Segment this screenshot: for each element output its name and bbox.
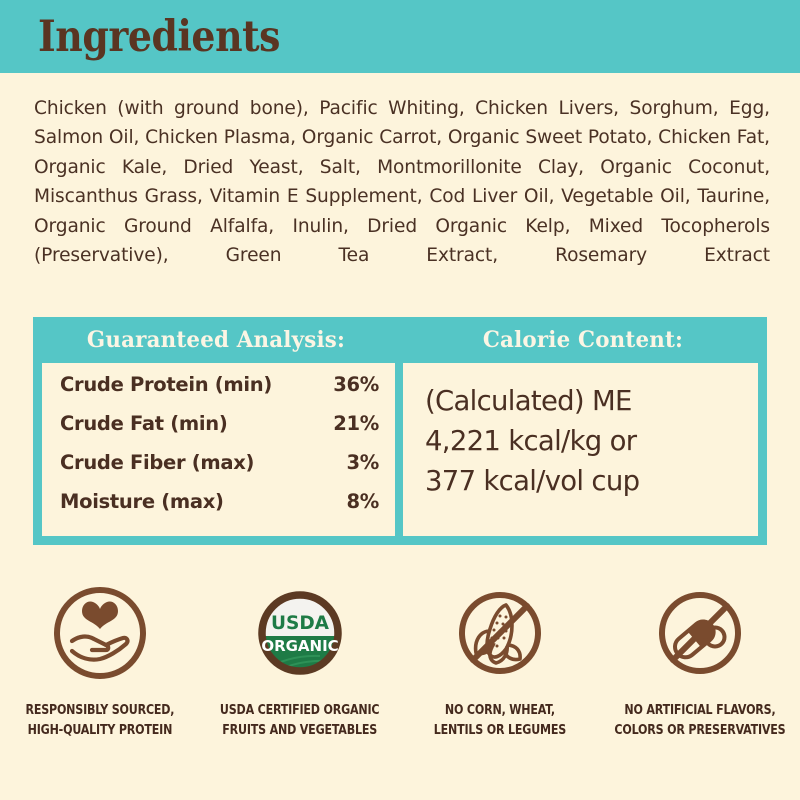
badge-caption: NO CORN, WHEAT, LENTILS OR LEGUMES (433, 701, 567, 741)
ingredients-text: Chicken (with ground bone), Pacific Whit… (34, 98, 770, 267)
seal-text-organic: ORGANIC (261, 637, 338, 655)
badge-caption: RESPONSIBLY SOURCED, HIGH-QUALITY PROTEI… (26, 701, 175, 741)
badge-no-artificial: NO ARTIFICIAL FLAVORS, COLORS OR PRESERV… (600, 583, 800, 741)
analysis-label: Moisture (max) (60, 490, 224, 513)
guaranteed-analysis-panel: Guaranteed Analysis: Crude Protein (min)… (33, 317, 399, 545)
badge-responsibly-sourced: RESPONSIBLY SOURCED, HIGH-QUALITY PROTEI… (0, 583, 200, 741)
table-row: Crude Fat (min) 21% (60, 412, 379, 451)
no-corn-icon (459, 592, 541, 674)
usda-organic-seal-icon: USDA ORGANIC (258, 591, 342, 675)
guaranteed-analysis-heading: Guaranteed Analysis: (86, 327, 346, 353)
analysis-value: 21% (333, 412, 379, 435)
table-row: Crude Protein (min) 36% (60, 373, 379, 412)
badge-caption: USDA CERTIFIED ORGANIC FRUITS AND VEGETA… (220, 701, 380, 741)
analysis-label: Crude Fat (min) (60, 412, 228, 435)
header-band (0, 0, 800, 73)
hand-holding-heart-icon (54, 587, 146, 679)
badge-caption-line: HIGH-QUALITY PROTEIN (27, 723, 173, 738)
no-artificial-additives-icon (659, 592, 741, 674)
badge-caption-line: NO CORN, WHEAT, (445, 703, 555, 718)
analysis-row-list: Crude Protein (min) 36% Crude Fat (min) … (42, 363, 395, 529)
calorie-line: (Calculated) ME (425, 385, 632, 417)
calorie-line-list: (Calculated) ME 4,221 kcal/kg or 377 kca… (403, 363, 758, 501)
table-row: Moisture (max) 8% (60, 490, 379, 529)
calorie-content-panel: Calorie Content: (Calculated) ME 4,221 k… (399, 317, 767, 545)
badge-row: RESPONSIBLY SOURCED, HIGH-QUALITY PROTEI… (0, 583, 800, 741)
calorie-line: 4,221 kcal/kg or (425, 425, 637, 457)
ingredients-section: Chicken (with ground bone), Pacific Whit… (34, 94, 770, 300)
seal-text-usda: USDA (271, 613, 330, 634)
badge-caption-line: RESPONSIBLY SOURCED, (25, 703, 175, 718)
badge-no-corn: NO CORN, WHEAT, LENTILS OR LEGUMES (400, 583, 600, 741)
badge-caption-line: NO ARTIFICIAL FLAVORS, (624, 703, 776, 718)
page-title: Ingredients (38, 12, 281, 62)
analysis-value: 36% (333, 373, 379, 396)
analysis-label: Crude Protein (min) (60, 373, 272, 396)
calorie-line: 377 kcal/vol cup (425, 465, 640, 497)
table-row: Crude Fiber (max) 3% (60, 451, 379, 490)
calorie-content-body: (Calculated) ME 4,221 kcal/kg or 377 kca… (403, 363, 758, 536)
guaranteed-analysis-body: Crude Protein (min) 36% Crude Fat (min) … (42, 363, 395, 536)
calorie-content-heading: Calorie Content: (482, 327, 684, 353)
badge-caption: NO ARTIFICIAL FLAVORS, COLORS OR PRESERV… (614, 701, 785, 741)
analysis-value: 8% (346, 490, 379, 513)
badge-usda-organic: USDA ORGANIC USDA CERTIFIED ORGANIC FRUI… (200, 583, 400, 741)
badge-caption-line: FRUITS AND VEGETABLES (222, 723, 378, 738)
badge-caption-line: COLORS OR PRESERVATIVES (614, 723, 786, 738)
analysis-label: Crude Fiber (max) (60, 451, 255, 474)
nutrition-panel-table: Guaranteed Analysis: Crude Protein (min)… (33, 317, 767, 545)
analysis-value: 3% (346, 451, 379, 474)
badge-caption-line: LENTILS OR LEGUMES (433, 723, 567, 738)
badge-caption-line: USDA CERTIFIED ORGANIC (220, 703, 380, 718)
